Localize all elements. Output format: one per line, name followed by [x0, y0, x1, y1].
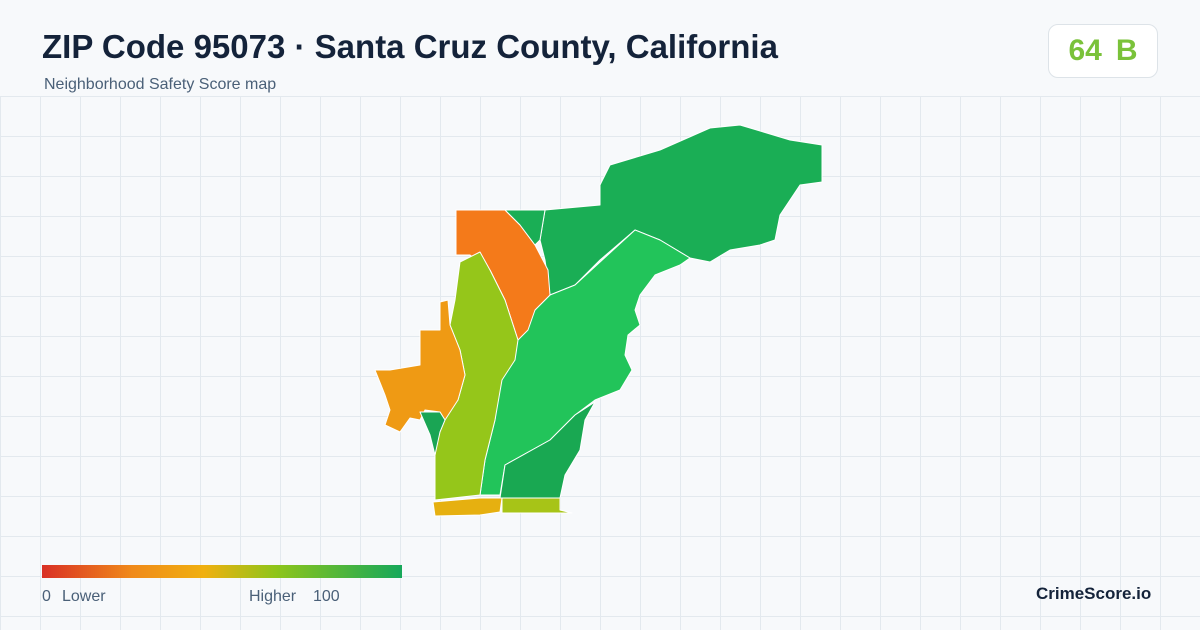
subtitle: Neighborhood Safety Score map	[44, 76, 277, 93]
grade: B	[1115, 34, 1138, 67]
header: ZIP Code 95073 · Santa Cruz County, Cali…	[0, 0, 1200, 96]
legend-max-label: Higher	[249, 588, 297, 605]
score-badge: 64 B	[1048, 24, 1158, 78]
region	[374, 299, 466, 433]
legend-max: 100	[313, 588, 340, 605]
legend-gradient	[42, 565, 402, 578]
title: ZIP Code 95073 · Santa Cruz County, Cali…	[42, 28, 778, 65]
score: 64	[1068, 34, 1102, 67]
legend-min: 0	[42, 588, 51, 605]
region	[539, 124, 823, 296]
region	[419, 411, 446, 456]
region	[501, 497, 573, 514]
brand: CrimeScore.io	[1036, 584, 1152, 603]
legend-min-label: Lower	[62, 588, 106, 605]
region	[504, 209, 546, 246]
region	[432, 497, 503, 517]
